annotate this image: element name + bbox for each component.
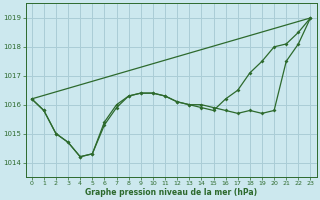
X-axis label: Graphe pression niveau de la mer (hPa): Graphe pression niveau de la mer (hPa) xyxy=(85,188,257,197)
